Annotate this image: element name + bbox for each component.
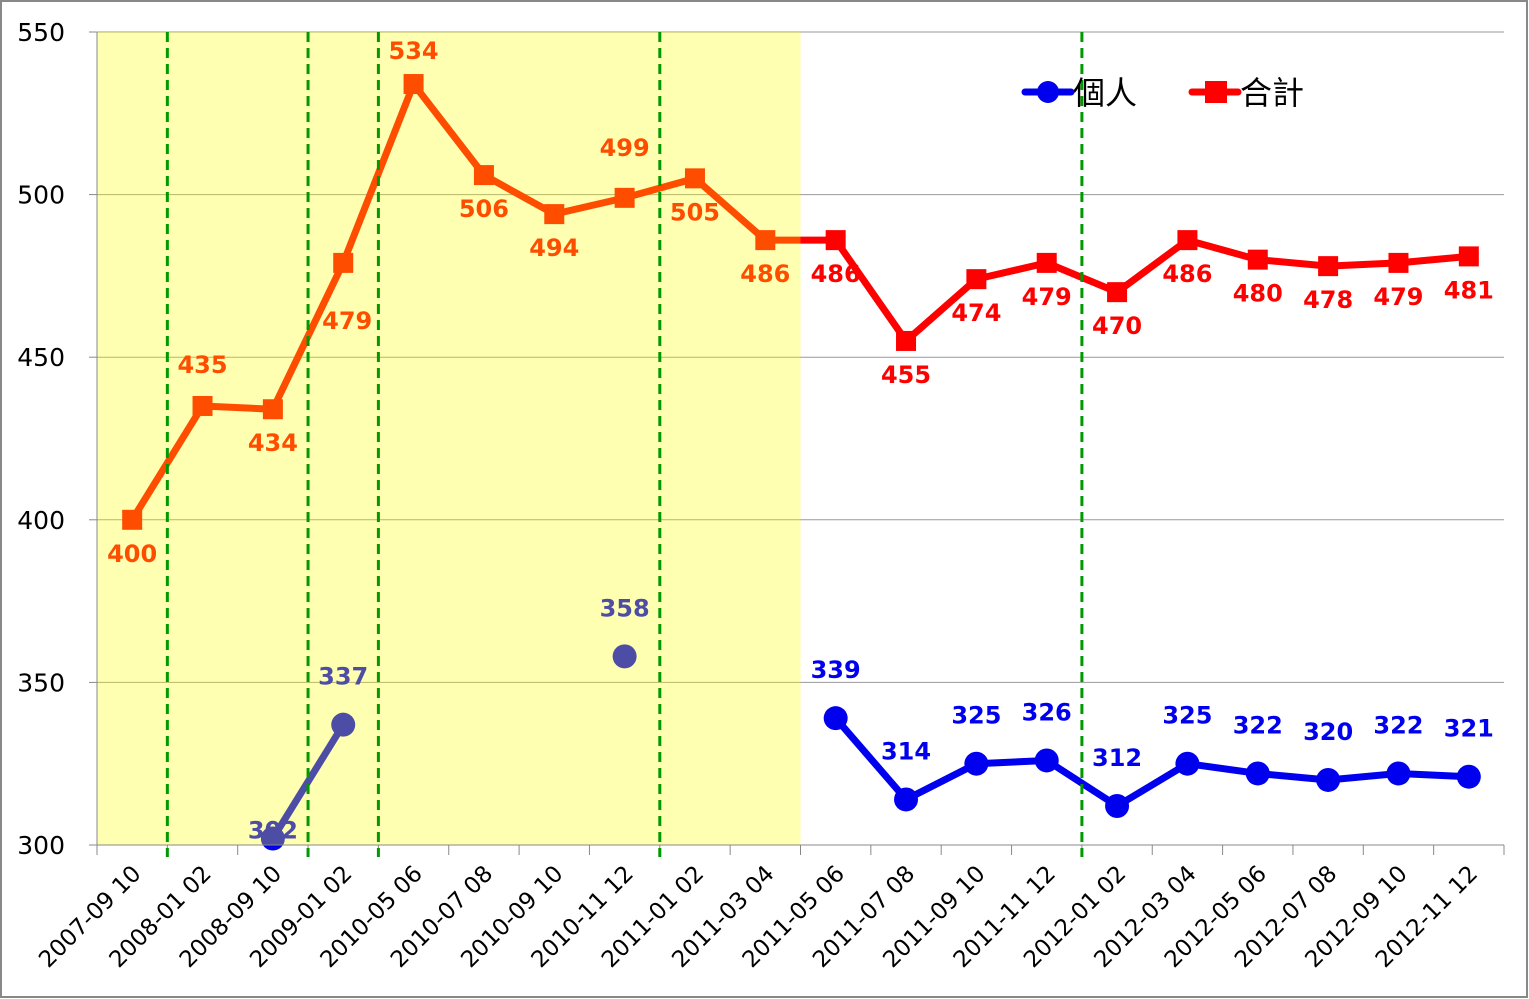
data-label: 494	[529, 234, 579, 262]
series-individual: 302 337 358 339 314 325 326 312 325 322 320 322 321	[248, 594, 1494, 851]
data-label: 481	[1444, 276, 1494, 304]
data-point	[192, 395, 213, 416]
data-label: 358	[600, 594, 650, 622]
data-point	[1036, 252, 1057, 273]
data-label: 480	[1233, 280, 1283, 308]
data-label: 400	[107, 540, 157, 568]
data-label: 470	[1092, 312, 1142, 340]
y-tick-label: 400	[17, 506, 65, 535]
data-point	[544, 204, 565, 225]
data-point	[473, 165, 494, 186]
data-point	[964, 751, 989, 776]
data-point	[122, 509, 143, 530]
y-tick-label: 500	[17, 181, 65, 210]
data-point	[966, 269, 987, 290]
data-label: 312	[1092, 744, 1142, 772]
legend-label: 合計	[1240, 74, 1304, 112]
data-label: 505	[670, 198, 720, 226]
data-point	[262, 399, 283, 420]
data-point	[1386, 761, 1411, 786]
series-line	[269, 722, 347, 841]
data-label: 499	[600, 134, 650, 162]
data-label: 479	[322, 307, 372, 335]
data-point	[755, 230, 776, 251]
data-label: 474	[951, 299, 1001, 327]
data-point	[1034, 748, 1059, 773]
data-label: 326	[1022, 698, 1072, 726]
data-label: 434	[248, 429, 298, 457]
data-label: 486	[740, 260, 790, 288]
y-tick-label: 350	[17, 668, 65, 697]
data-label: 486	[1162, 260, 1212, 288]
data-label: 322	[1373, 711, 1423, 739]
data-label: 455	[881, 361, 931, 389]
y-tick-label: 550	[17, 18, 65, 47]
data-label: 325	[951, 702, 1001, 730]
data-point	[614, 187, 635, 208]
data-label: 479	[1373, 283, 1423, 311]
data-point	[1247, 249, 1268, 270]
data-point	[1175, 751, 1200, 776]
data-point	[1177, 230, 1198, 251]
data-point	[823, 706, 848, 731]
data-point	[333, 252, 354, 273]
data-label: 325	[1162, 702, 1212, 730]
legend-marker-circle	[1037, 81, 1059, 103]
data-label: 322	[1233, 711, 1283, 739]
data-label: 478	[1303, 286, 1353, 314]
data-label: 337	[318, 663, 368, 691]
data-point	[1456, 764, 1481, 789]
data-label: 314	[881, 737, 931, 765]
data-point	[1458, 246, 1479, 267]
data-point	[1388, 252, 1409, 273]
data-label: 479	[1022, 283, 1072, 311]
data-point	[1318, 256, 1339, 277]
data-label: 339	[811, 656, 861, 684]
highlight-region	[97, 32, 801, 845]
data-point	[260, 826, 285, 851]
data-point	[612, 644, 637, 669]
data-point	[403, 74, 424, 95]
data-point	[825, 230, 846, 251]
data-label: 321	[1444, 715, 1494, 743]
data-point	[894, 787, 919, 812]
series-total: 400 435 434 479 534 506 494 499 505 486 486 455 474 4…	[107, 37, 1494, 568]
data-label: 435	[177, 351, 227, 379]
data-label: 534	[389, 37, 439, 65]
series-line	[833, 715, 1469, 810]
legend-marker-square	[1205, 81, 1227, 103]
data-label: 302	[248, 816, 298, 844]
data-point	[1245, 761, 1270, 786]
y-tick-label: 450	[17, 343, 65, 372]
data-point	[1316, 767, 1341, 792]
y-tick-label: 300	[17, 831, 65, 860]
data-label: 486	[811, 260, 861, 288]
data-point	[684, 168, 705, 189]
data-label: 506	[459, 195, 509, 223]
data-point	[331, 712, 356, 737]
legend-label: 個人	[1073, 74, 1137, 112]
legend: 個人 合計	[1021, 74, 1304, 112]
data-point	[1105, 793, 1130, 818]
data-label: 320	[1303, 718, 1353, 746]
data-point	[1107, 282, 1128, 303]
data-point	[896, 330, 917, 351]
series-line	[129, 80, 1470, 522]
